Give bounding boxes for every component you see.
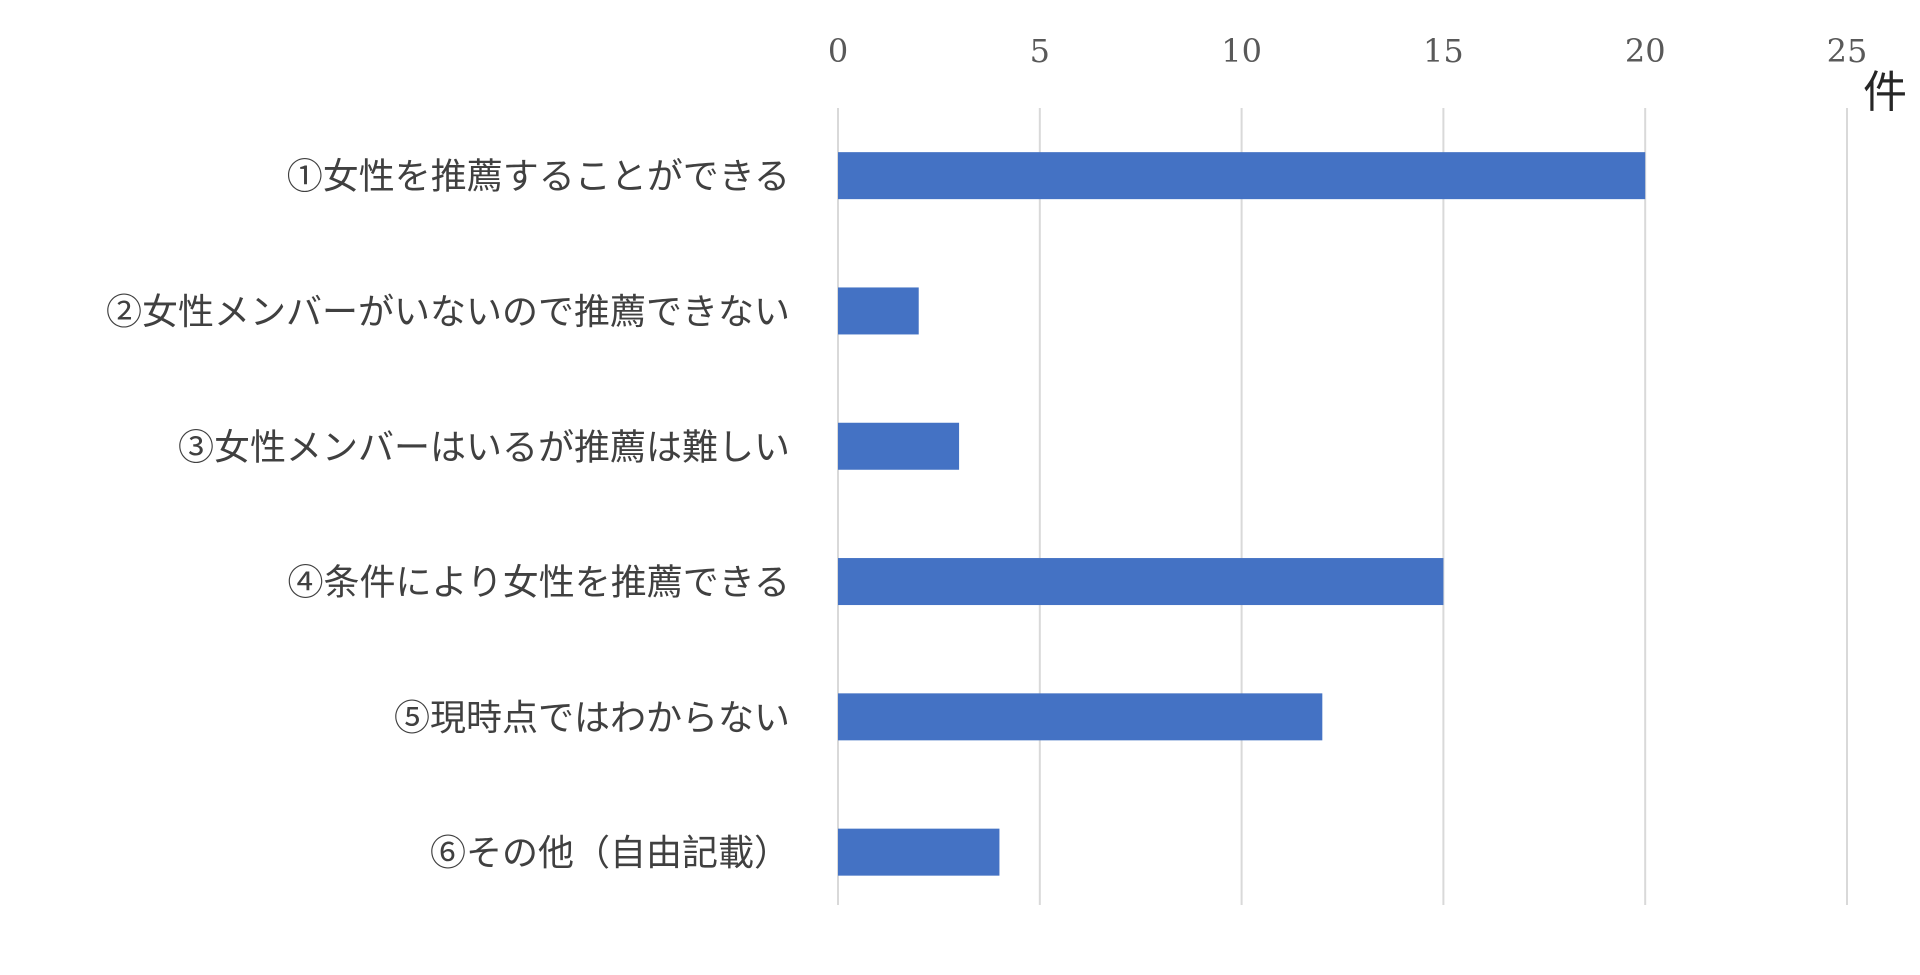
x-tick-label: 5	[1030, 32, 1050, 70]
bar	[838, 828, 1000, 876]
category-label: ⑥その他（自由記載）	[430, 833, 790, 874]
bar	[838, 422, 960, 470]
x-tick-label: 10	[1221, 32, 1262, 70]
bar	[838, 693, 1323, 741]
category-label-layer: ①女性を推薦することができる ②女性メンバーがいないので推薦できない ③女性メンバー…	[106, 157, 790, 875]
x-tick-label: 15	[1423, 32, 1464, 70]
bar	[838, 152, 1646, 200]
tick-layer: 0 5 10 15 20 25	[828, 32, 1868, 70]
category-label: ①女性を推薦することができる	[287, 157, 790, 198]
category-label: ④条件により女性を推薦できる	[287, 563, 790, 604]
x-axis-unit-label: 件	[1863, 67, 1907, 118]
bar	[838, 558, 1444, 606]
x-tick-label: 25	[1827, 32, 1868, 70]
category-label: ③女性メンバーはいるが推薦は難しい	[178, 427, 790, 468]
x-tick-label: 0	[828, 32, 848, 70]
bar	[838, 287, 919, 335]
grid-layer	[837, 108, 1848, 905]
category-label: ⑤現時点ではわからない	[394, 698, 790, 739]
x-tick-label: 20	[1625, 32, 1666, 70]
bar-layer	[838, 152, 1646, 876]
category-label: ②女性メンバーがいないので推薦できない	[106, 292, 790, 333]
